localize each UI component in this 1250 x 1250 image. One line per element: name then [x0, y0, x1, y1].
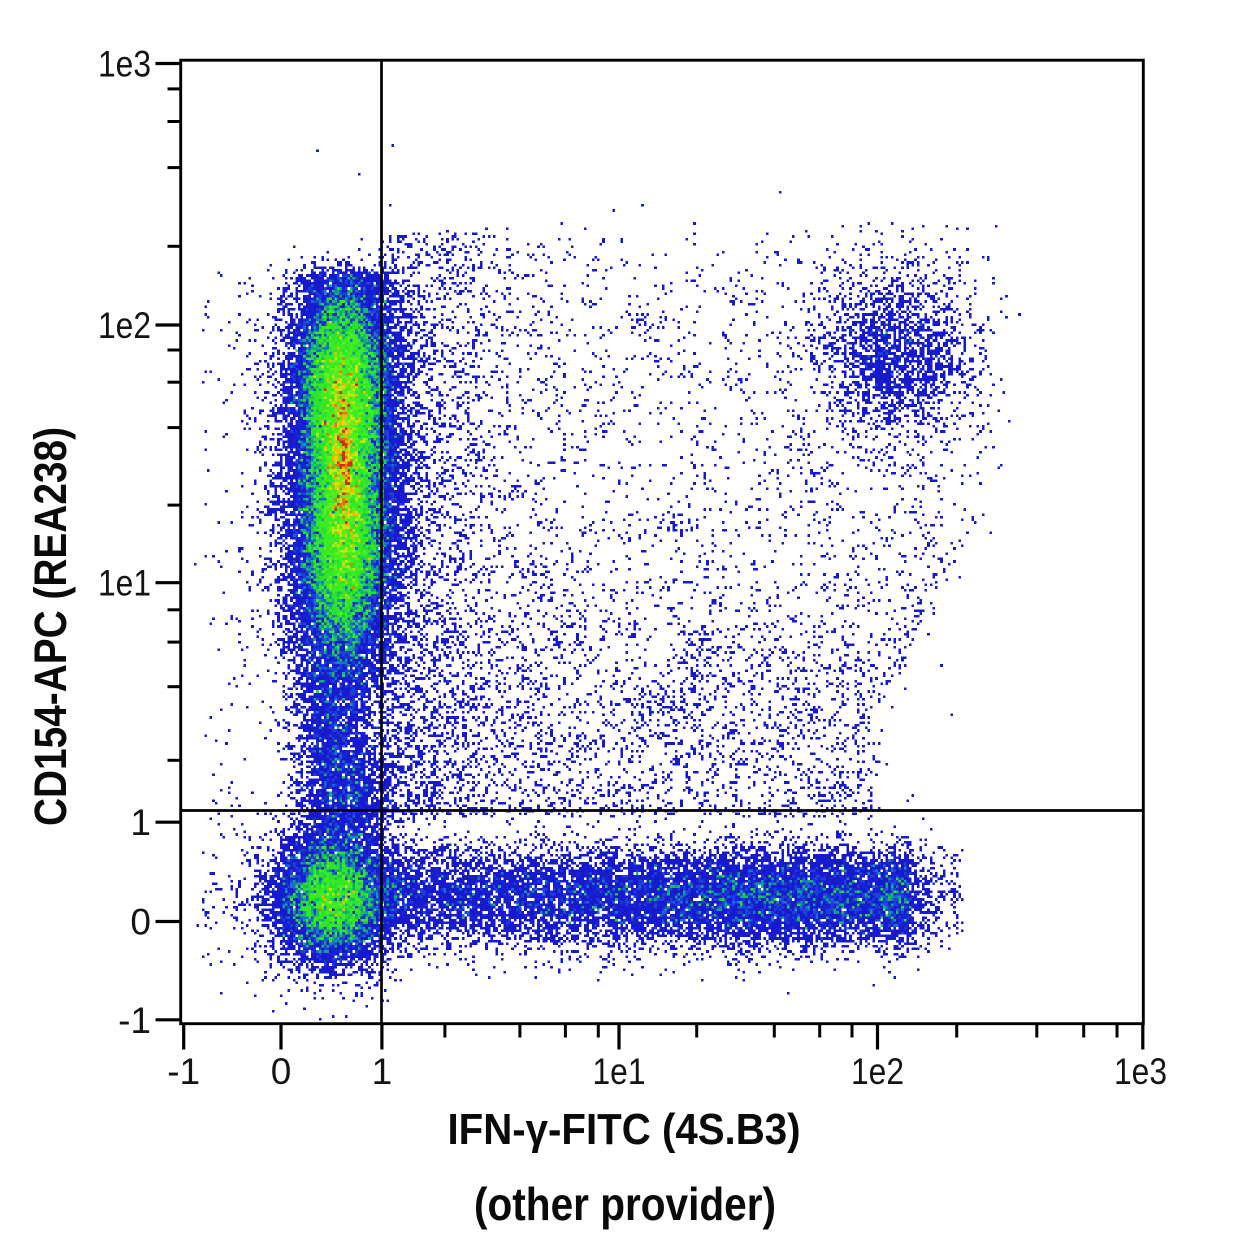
svg-text:1e2: 1e2 [98, 305, 151, 346]
svg-text:1e1: 1e1 [98, 563, 151, 604]
svg-text:IFN-γ-FITC (4S.B3): IFN-γ-FITC (4S.B3) [448, 1105, 801, 1154]
svg-text:1: 1 [372, 1051, 393, 1092]
svg-text:-1: -1 [118, 1000, 151, 1041]
svg-text:1e1: 1e1 [593, 1051, 646, 1092]
svg-text:(other provider): (other provider) [474, 1178, 776, 1230]
svg-text:1e2: 1e2 [851, 1051, 904, 1092]
svg-text:0: 0 [130, 902, 151, 943]
svg-text:1: 1 [130, 802, 151, 843]
svg-text:1e3: 1e3 [1114, 1051, 1167, 1092]
svg-text:-1: -1 [167, 1051, 200, 1092]
svg-text:0: 0 [271, 1051, 292, 1092]
svg-text:1e3: 1e3 [98, 44, 151, 85]
svg-text:CD154-APC (REA238): CD154-APC (REA238) [25, 427, 76, 826]
